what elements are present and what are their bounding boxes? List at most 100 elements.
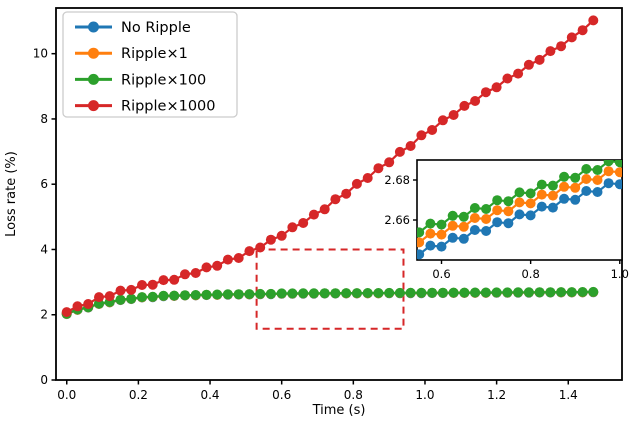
series-marker-no-ripple [603,178,614,189]
series-no-ripple [417,178,622,260]
legend-dot-marker [88,73,99,85]
series-marker-ripple-x100 [448,287,459,298]
series-marker-ripple-x100 [459,287,470,298]
legend-label: Ripple×1000 [121,99,216,115]
legend-dot-marker [88,100,99,112]
series-marker-ripple-x100 [222,289,233,300]
series-marker-no-ripple [469,225,480,235]
series-marker-ripple-x1000 [158,275,169,286]
series-marker-ripple-x1000 [222,254,233,265]
series-marker-ripple-x1000 [577,25,588,36]
series-marker-ripple-x100 [469,203,480,213]
series-marker-ripple-x1000 [169,274,180,285]
series-marker-ripple-x1000 [265,234,276,245]
series-marker-ripple-x100 [523,287,534,298]
series-marker-no-ripple [592,187,603,197]
legend-entry-ripple-x100: Ripple×100 [75,72,206,88]
series-marker-ripple-x1000 [373,163,384,174]
inset-y-tick-label: 2.68 [384,173,410,187]
series-marker-ripple-x1 [525,198,536,209]
series-marker-ripple-x100 [287,288,298,299]
series-marker-no-ripple [425,240,436,251]
y-tick-label: 6 [40,177,48,191]
series-marker-ripple-x100 [503,196,514,207]
series-marker-ripple-x1000 [244,246,255,257]
x-tick-label: 0.2 [129,388,148,402]
legend-label: Ripple×100 [121,72,206,88]
series-marker-ripple-x100 [502,287,513,298]
legend-box [62,11,238,118]
series-marker-ripple-x100 [491,287,502,298]
x-tick-label: 0.6 [272,388,291,402]
series-marker-no-ripple [581,186,592,196]
series-marker-no-ripple [536,201,547,212]
inset-x-tick-label: 1.0 [611,267,629,281]
series-marker-ripple-x1000 [470,96,481,106]
series-marker-ripple-x100 [588,286,599,297]
series-marker-no-ripple [547,202,558,213]
series-marker-ripple-x100 [126,293,137,304]
series-marker-ripple-x100 [351,288,362,299]
series-marker-ripple-x1000 [480,87,491,98]
series-marker-ripple-x100 [180,290,190,301]
legend-entry-ripple-x1: Ripple×1 [75,46,188,62]
series-marker-ripple-x1000 [556,41,567,52]
series-marker-ripple-x100 [559,171,570,182]
series-marker-ripple-x100 [437,287,448,298]
series-marker-no-ripple [447,232,458,243]
inset-plot [413,159,623,264]
series-marker-ripple-x1000 [147,279,158,290]
series-marker-ripple-x1000 [351,178,362,189]
series-marker-ripple-x1000 [459,100,470,111]
series-marker-ripple-x1 [581,174,592,184]
legend-label: Ripple×1 [121,46,188,62]
x-tick-label: 0.4 [200,388,219,402]
series-marker-ripple-x100 [201,289,212,300]
series-marker-ripple-x1 [514,197,525,208]
series-marker-ripple-x1 [614,167,622,178]
series-marker-ripple-x100 [425,218,436,229]
series-marker-ripple-x100 [298,288,309,299]
series-marker-ripple-x100 [169,290,180,301]
series-marker-ripple-x100 [592,165,603,175]
y-tick-label: 4 [40,242,48,256]
series-marker-ripple-x1 [469,213,480,223]
series-marker-ripple-x1000 [513,68,524,79]
series-marker-ripple-x100 [614,160,622,168]
series-marker-ripple-x100 [566,287,577,298]
series-marker-ripple-x1000 [534,54,545,65]
series-marker-ripple-x1 [503,206,514,217]
series-marker-ripple-x1000 [502,73,513,84]
series-marker-ripple-x100 [212,289,223,300]
series-marker-ripple-x1000 [201,262,212,273]
y-tick-label: 0 [40,373,48,387]
x-tick-label: 1.0 [415,388,434,402]
series-marker-no-ripple [436,241,447,252]
series-marker-ripple-x1000 [341,188,352,199]
series-marker-ripple-x100 [276,288,287,299]
series-marker-ripple-x1000 [115,285,126,296]
series-marker-ripple-x1 [436,229,447,240]
series-marker-ripple-x1000 [61,307,72,318]
series-marker-no-ripple [525,210,536,221]
series-marker-ripple-x1000 [491,82,502,93]
series-marker-ripple-x1000 [405,141,416,151]
series-marker-ripple-x100 [458,211,469,222]
series-marker-ripple-x100 [190,290,201,300]
series-marker-ripple-x1 [570,182,581,193]
series-marker-ripple-x1 [492,205,503,216]
series-marker-ripple-x1 [481,214,492,224]
inset-x-tick-label: 0.6 [432,267,450,281]
series-marker-ripple-x1 [547,190,558,201]
series-marker-ripple-x100 [115,294,126,305]
series-marker-ripple-x100 [362,288,373,298]
series-marker-ripple-x1 [603,166,614,177]
series-marker-ripple-x100 [525,188,536,199]
series-marker-ripple-x100 [556,287,567,298]
series-marker-ripple-x100 [308,288,319,299]
series-marker-ripple-x1 [447,220,458,231]
series-marker-ripple-x1000 [588,15,599,26]
series-marker-ripple-x1000 [126,284,137,295]
series-marker-ripple-x1000 [545,46,556,57]
